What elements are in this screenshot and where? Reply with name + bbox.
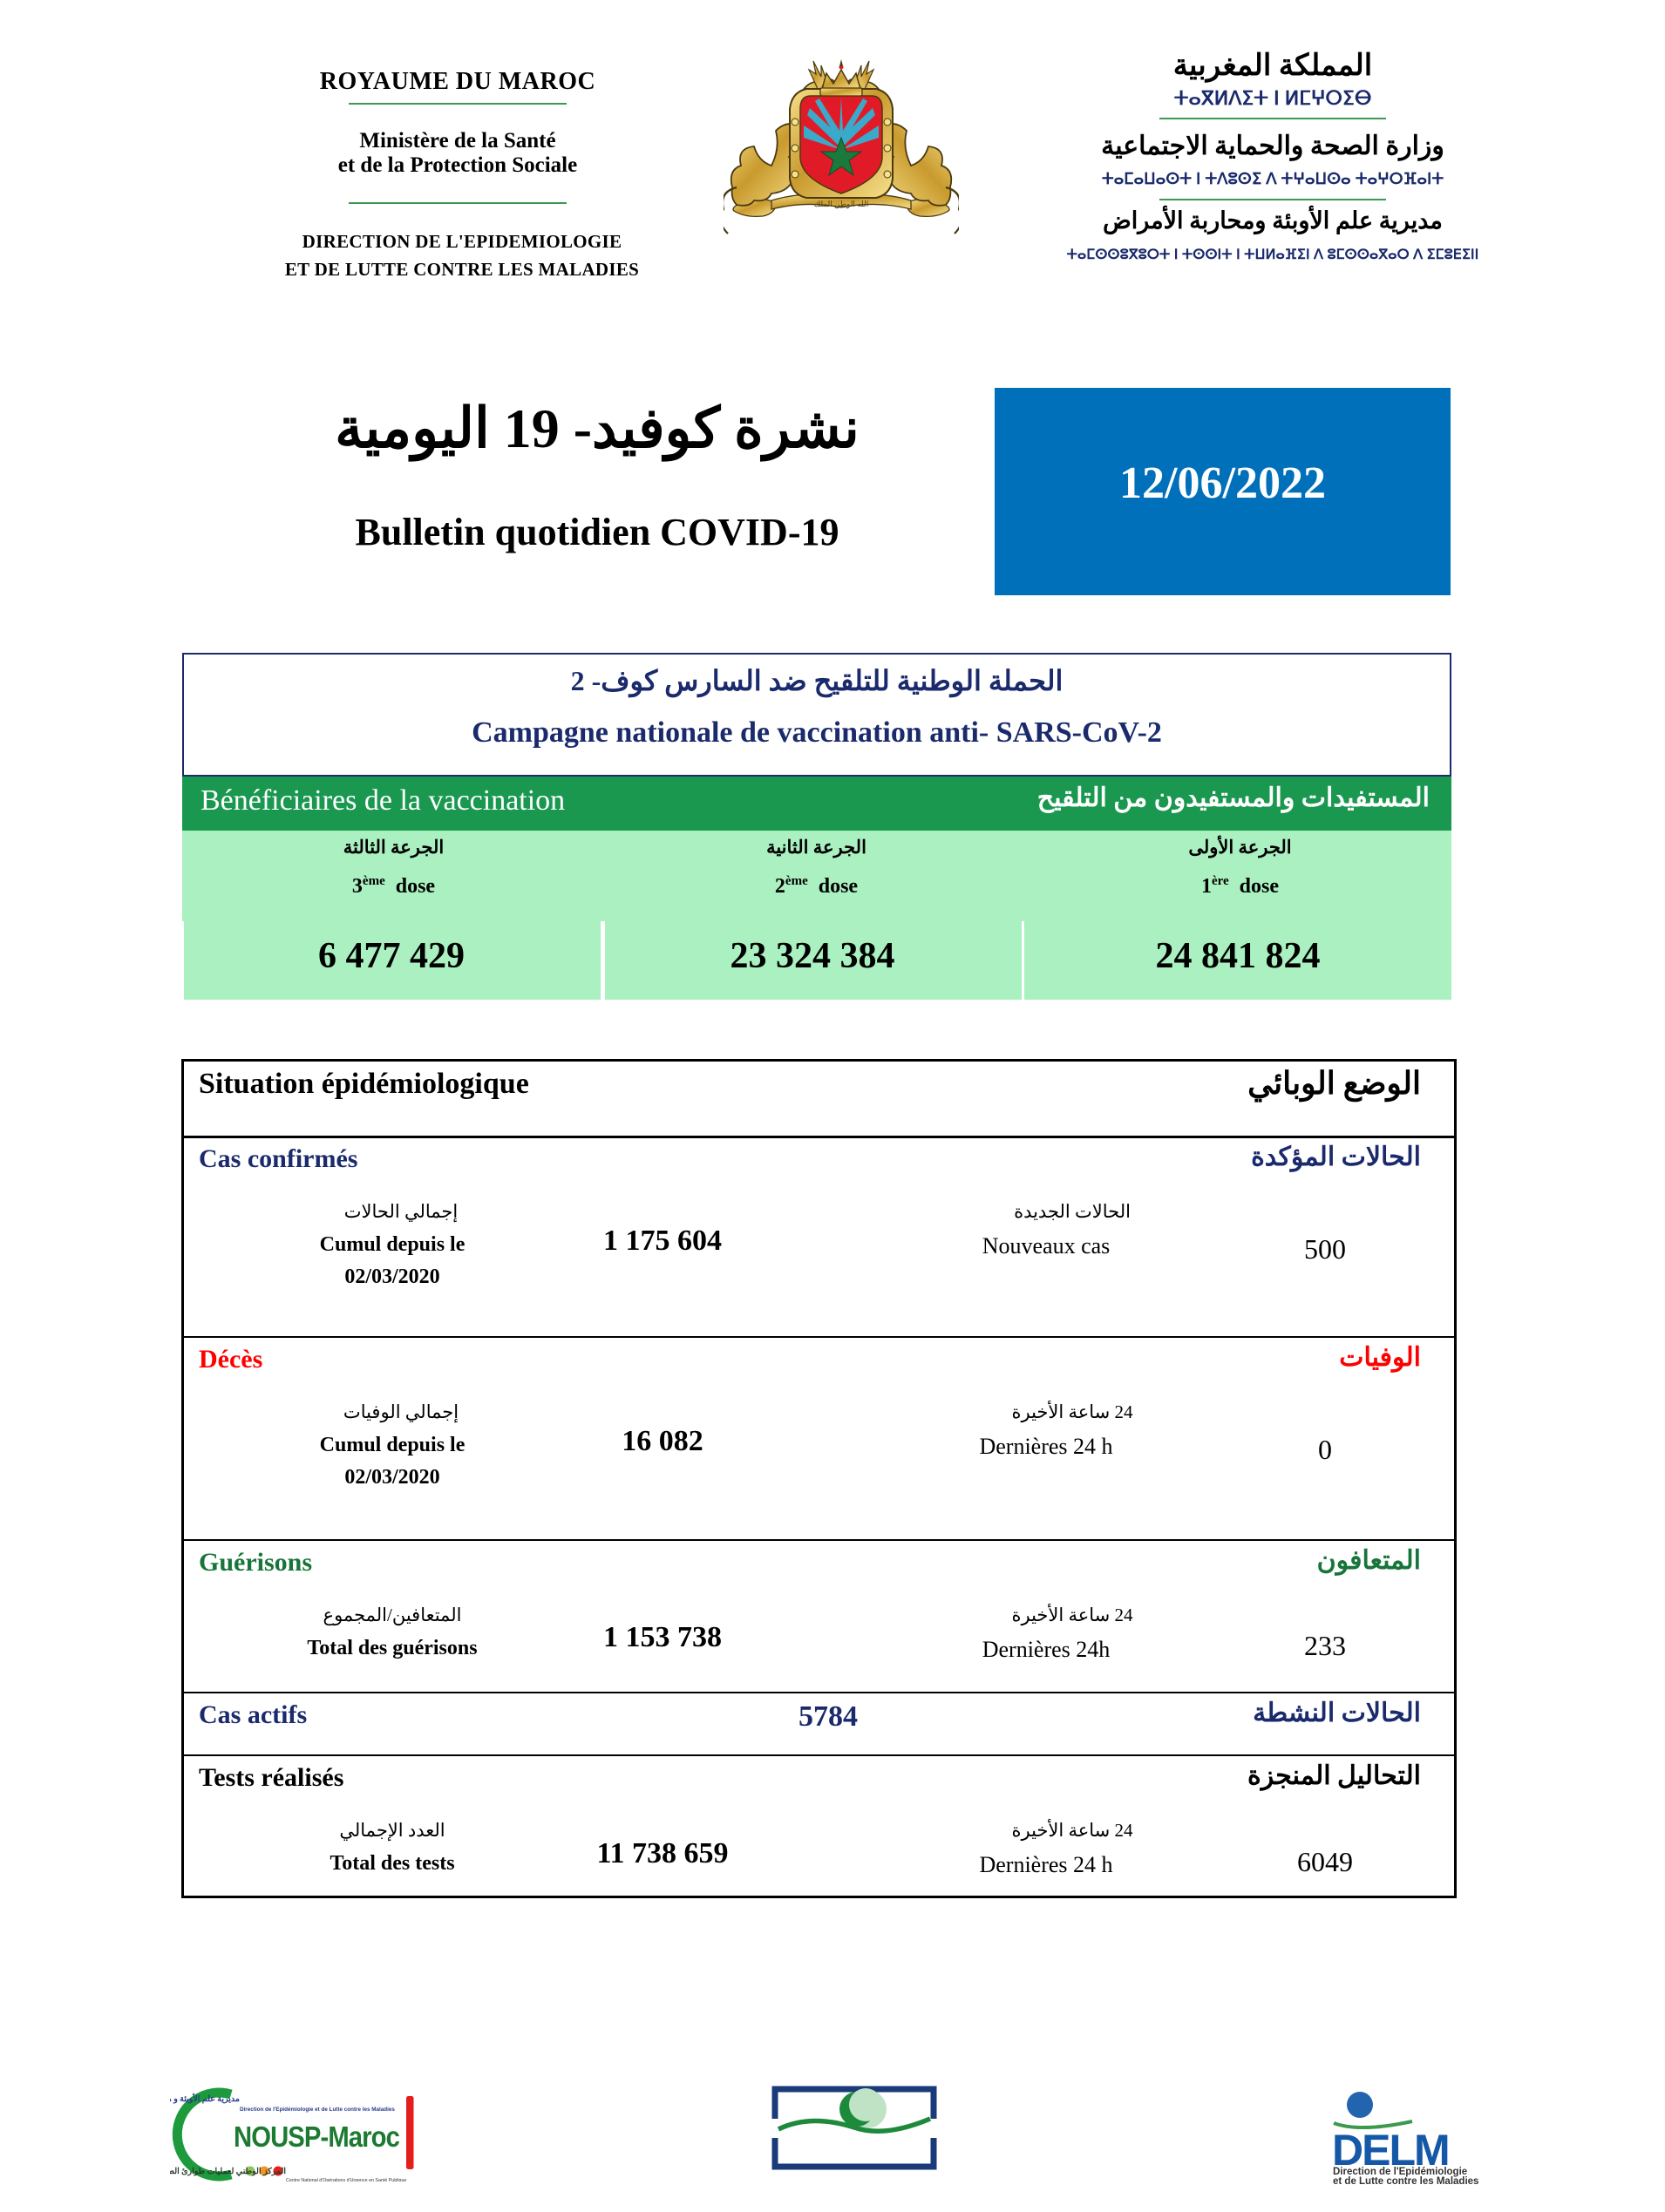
svg-text:المركز الوطني لعمليات طوارئ ال: المركز الوطني لعمليات طوارئ الصحة العامة: [170, 2167, 286, 2176]
svg-text:مديرية علم الأوبئة و محاربة ال: مديرية علم الأوبئة و محاربة الأمراض: [170, 2093, 240, 2104]
svg-text:Direction de l'Epidémiologie e: Direction de l'Epidémiologie et de Lutte…: [240, 2107, 395, 2113]
svg-text:NOUSP-Maroc: NOUSP-Maroc: [234, 2120, 400, 2153]
svg-text:Centre National d'Opérations d: Centre National d'Opérations d'Urgence e…: [286, 2178, 406, 2181]
svg-text:et de Lutte contre les Maladie: et de Lutte contre les Maladies: [1333, 2176, 1478, 2184]
svg-text:الله الوطن الملك: الله الوطن الملك: [814, 200, 868, 209]
